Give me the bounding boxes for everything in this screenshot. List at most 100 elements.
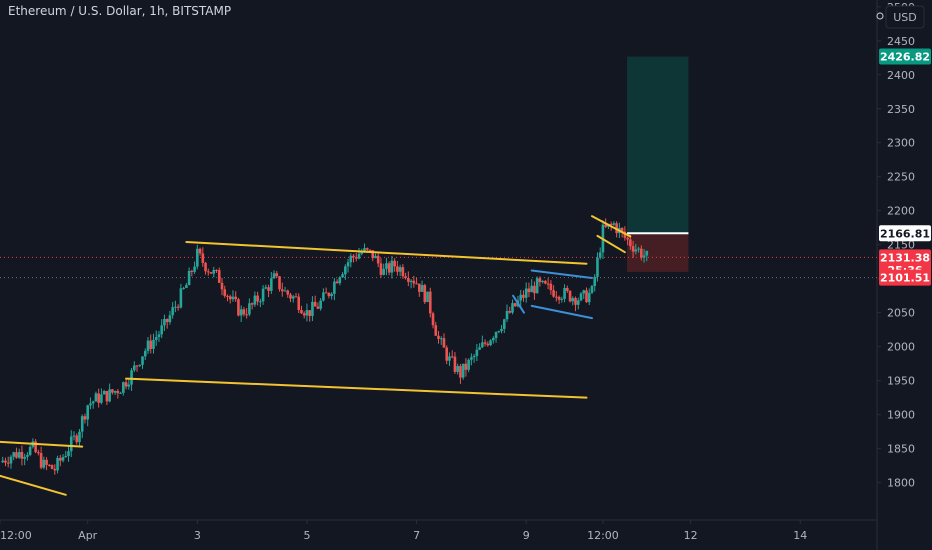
candle-body [297,296,301,310]
candle-body [415,283,418,285]
candle-body [89,403,92,406]
candle [431,311,435,329]
candle-body [456,366,459,372]
candle [12,451,16,461]
candle-body [56,457,59,471]
candle [286,289,290,298]
candle-body [522,294,525,298]
candle [587,288,591,306]
candle-body [330,293,333,297]
candle [374,253,377,259]
candle [105,390,109,406]
candle-body [122,382,125,393]
currency-widget-box [885,5,925,29]
candle-body [579,293,583,301]
candle [552,285,555,298]
x-tick-label: Apr [78,529,98,542]
candle [412,275,416,288]
candle-body [563,287,566,299]
candle-body [1,460,5,463]
trendline-4 [590,215,632,238]
y-tick-label: 2400 [887,69,915,82]
candle [645,250,649,262]
candle [546,278,550,290]
candle-body [333,281,336,294]
candle-body [568,290,572,302]
candle-body [502,319,506,329]
candle-body [620,227,624,232]
candle [308,310,311,322]
candle [250,302,254,310]
candle-body [376,255,380,264]
candle [437,330,440,344]
candle-body [472,355,476,358]
candle-body [401,267,405,277]
candle-body [546,283,550,285]
candle-body [346,262,350,267]
candle-body [587,292,591,303]
currency-widget[interactable]: USD [885,5,925,29]
trendline-1 [0,474,67,496]
candle-body [461,363,465,378]
candle [102,389,106,395]
candle-body [387,263,391,273]
candle [579,292,583,302]
candle [237,297,240,317]
candle [187,267,191,286]
candle [113,390,117,396]
candle-body [149,340,153,349]
candle [157,330,161,342]
gear-icon[interactable] [876,12,884,20]
candle-body [72,435,76,437]
candle [330,292,333,300]
candle-body [341,274,344,278]
x-tick-label: 12 [684,529,698,542]
price-badge-bg [879,249,931,266]
candle-body [645,250,649,256]
candle [69,430,73,458]
candle [508,306,512,314]
candle [132,361,136,373]
candle [590,284,594,295]
candle-body [631,246,635,252]
candle-body [634,249,638,252]
price-badge-bg [879,269,931,286]
candle [634,243,638,255]
candle [418,283,421,297]
candle [289,292,292,303]
candle-body [286,290,290,295]
candle-body [119,392,122,394]
candle-body [160,325,163,335]
candle-body [154,337,158,340]
candle [278,275,281,292]
candle-body [385,263,388,269]
candle-body [102,391,106,395]
candle [45,457,48,471]
candle-body [459,366,462,378]
position-stop-zone [627,233,689,272]
candle-body [365,248,369,250]
candle-body [187,270,191,286]
candle-body [28,446,32,455]
candle [505,304,509,323]
candle [58,454,62,467]
candle-body [157,334,161,338]
candle [165,318,169,329]
candle [483,339,487,347]
candle [349,253,353,268]
candle [376,252,380,268]
price-badge-bg [879,48,931,65]
candle [404,272,407,280]
candle-body [259,301,262,303]
candle [75,433,79,445]
candle [492,336,495,344]
candle [111,388,114,395]
candle-body [275,273,279,277]
price-badge-label: 2426.82 [880,51,930,64]
candle [450,350,454,359]
candle-body [486,343,490,346]
candle-body [576,300,580,305]
candle-body [17,451,21,458]
